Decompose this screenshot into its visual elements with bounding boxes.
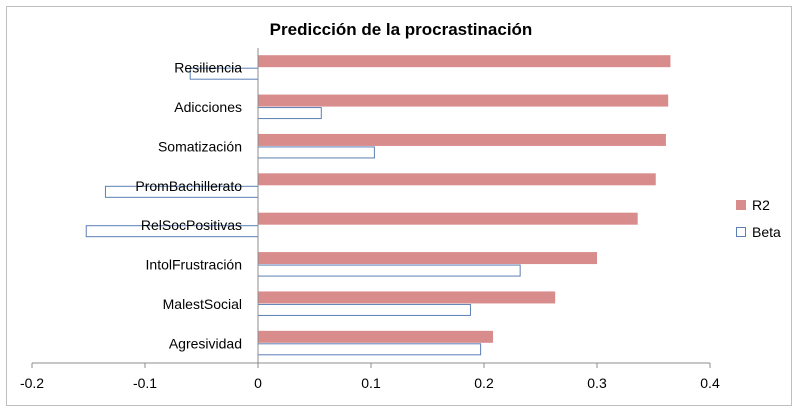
category-label-5: IntolFrustración [146,257,242,273]
bar-beta-5 [257,264,521,277]
bar-r2-2 [258,133,666,146]
x-tick-label-2: 0 [254,375,262,391]
category-label-3: PromBachillerato [135,178,242,194]
bar-beta-7 [257,343,482,356]
bar-r2-0 [258,55,671,68]
bar-r2-6 [258,291,556,304]
bar-r2-4 [258,212,638,225]
category-label-1: Adicciones [174,99,242,115]
bar-r2-5 [258,252,597,265]
x-tick-label-6: 0.4 [700,375,720,391]
bar-beta-1 [257,107,322,120]
legend: R2 Beta [736,197,781,240]
bar-beta-6 [257,303,471,316]
x-tick-label-1: -0.1 [133,375,157,391]
legend-label-beta: Beta [752,224,781,240]
category-label-2: Somatización [158,138,242,154]
x-tick-label-3: 0.1 [361,375,381,391]
category-label-4: RelSocPositivas [141,217,242,233]
x-tick-label-4: 0.2 [474,375,494,391]
bar-beta-2 [257,146,375,159]
bar-r2-1 [258,94,669,107]
legend-swatch-r2 [736,200,746,210]
bar-r2-3 [258,173,656,186]
x-tick-label-0: -0.2 [20,375,44,391]
legend-swatch-beta [736,227,746,237]
category-label-0: Resiliencia [174,60,242,76]
legend-label-r2: R2 [752,197,770,213]
x-tick-label-5: 0.3 [587,375,607,391]
bars-layer [85,55,671,356]
chart-title: Predicción de la procrastinación [270,20,533,39]
category-label-7: Agresividad [169,335,242,351]
category-label-6: MalestSocial [163,296,242,312]
axis-layer: Resiliencia Adicciones Somatización PromBac… [20,48,720,391]
bar-r2-7 [258,330,494,343]
